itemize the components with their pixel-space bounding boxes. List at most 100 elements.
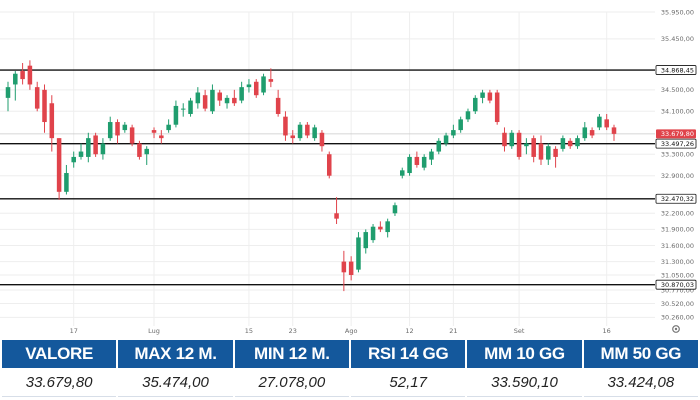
candle-body: [20, 71, 25, 80]
candle-body: [122, 124, 128, 131]
candle-body: [553, 148, 558, 157]
stat-value: 52,17: [351, 368, 466, 397]
x-tick-label: 16: [603, 327, 611, 335]
x-tick-label: 17: [70, 327, 78, 335]
candle-body: [611, 127, 617, 134]
stats-table: VALORE 33.679,80 MAX 12 M. 35.474,00 MIN…: [2, 340, 698, 398]
candle-body: [290, 135, 296, 139]
stat-value: 33.590,10: [467, 368, 582, 397]
candle-body: [407, 156, 412, 174]
stat-label: RSI 14 GG: [351, 340, 466, 368]
stat-min-12m: MIN 12 M. 27.078,00: [234, 340, 349, 398]
stat-label: MM 10 GG: [467, 340, 582, 368]
y-tick-label: 30.770,00: [661, 286, 694, 294]
candle-body: [502, 132, 507, 147]
candle-body: [400, 170, 405, 176]
candle-body: [597, 116, 602, 128]
candle-body: [443, 135, 449, 144]
y-tick-label: 34.100,00: [661, 108, 694, 116]
candle-body: [232, 97, 237, 104]
stat-max-12m: MAX 12 M. 35.474,00: [118, 340, 233, 398]
x-tick-label: 21: [449, 327, 457, 335]
candle-body: [436, 140, 442, 152]
y-tick-label: 32.200,00: [661, 210, 694, 218]
candle-body: [224, 97, 230, 104]
candle-body: [348, 261, 354, 276]
candle-body: [487, 92, 493, 101]
y-tick-label: 31.600,00: [661, 242, 694, 250]
candle-body: [115, 122, 120, 136]
candle-body: [604, 119, 609, 128]
x-tick-label: 12: [405, 327, 413, 335]
stat-mm-50gg: MM 50 GG 33.424,08: [583, 340, 698, 398]
candle-body: [261, 76, 266, 93]
y-tick-label: 30.260,00: [661, 314, 694, 322]
candle-body: [494, 92, 500, 123]
candle-body: [56, 138, 62, 192]
candle-body: [71, 156, 76, 163]
candle-body: [451, 130, 456, 136]
candle-body: [509, 132, 515, 147]
candle-body: [589, 130, 595, 136]
candle-body: [283, 116, 288, 136]
candle-body: [34, 87, 40, 109]
stat-value: 35.474,00: [118, 368, 233, 397]
candle-body: [78, 151, 84, 157]
candle-body: [538, 143, 544, 160]
stat-value: 33.424,08: [583, 368, 698, 397]
candle-body: [480, 92, 485, 98]
candle-body: [180, 108, 186, 110]
candle-body: [246, 84, 252, 88]
candle-body: [86, 138, 91, 157]
level-label: 32.470,32: [661, 195, 694, 203]
candle-body: [546, 146, 551, 160]
candle-body: [27, 65, 33, 85]
stat-valore: VALORE 33.679,80: [2, 340, 117, 398]
y-tick-label: 31.050,00: [661, 271, 694, 279]
current-price-label: 33.679,80: [661, 130, 694, 138]
y-tick-label: 35.950,00: [661, 8, 694, 16]
x-tick-label: Ago: [345, 327, 358, 335]
level-label: 30.870,03: [661, 281, 694, 289]
level-badge: [655, 279, 697, 290]
candle-body: [516, 132, 522, 157]
candle-body: [560, 138, 566, 149]
candle-body: [312, 127, 317, 139]
candle-body: [49, 103, 55, 139]
candle-body: [582, 127, 588, 139]
candle-body: [421, 156, 427, 168]
candle-body: [326, 154, 332, 176]
candle-body: [202, 95, 208, 109]
candle-body: [334, 213, 339, 219]
candle-body: [378, 226, 383, 230]
gear-icon[interactable]: [672, 325, 680, 333]
candle-body: [363, 232, 369, 249]
stat-label: MIN 12 M.: [234, 340, 349, 368]
candle-body: [159, 135, 164, 139]
candle-body: [392, 205, 398, 214]
x-tick-label: Lug: [148, 327, 160, 335]
candle-body: [297, 124, 303, 139]
y-tick-label: 33.300,00: [661, 151, 694, 159]
candle-body: [144, 148, 149, 155]
level-label: 33.497,26: [661, 140, 694, 148]
candle-body: [217, 92, 222, 101]
candle-body: [458, 119, 463, 131]
current-price-badge: [656, 129, 696, 139]
candle-body: [93, 135, 98, 155]
candle-body: [305, 124, 310, 136]
gear-icon-ring: [672, 325, 680, 333]
candle-body: [13, 73, 18, 85]
stat-value: 33.679,80: [2, 368, 117, 397]
stat-value: 27.078,00: [234, 368, 349, 397]
candle-body: [319, 132, 325, 147]
y-tick-label: 35.450,00: [661, 35, 694, 43]
candle-body: [575, 138, 580, 147]
x-tick-label: 23: [289, 327, 297, 335]
candle-body: [473, 97, 478, 112]
candle-body: [356, 237, 361, 270]
candle-body: [414, 156, 420, 165]
stat-rsi-14gg: RSI 14 GG 52,17: [351, 340, 466, 398]
level-badge: [655, 65, 697, 75]
candle-body: [429, 151, 434, 160]
